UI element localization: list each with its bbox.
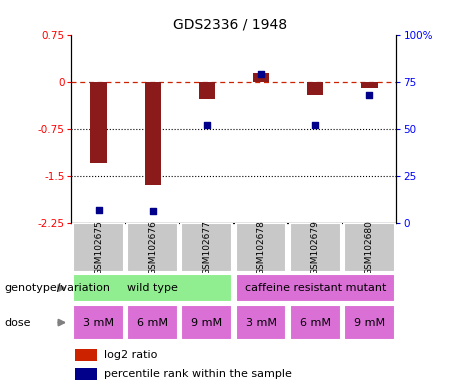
Text: GSM102677: GSM102677 <box>202 220 212 275</box>
Bar <box>127 305 178 340</box>
Bar <box>236 305 286 340</box>
Bar <box>290 305 341 340</box>
Point <box>149 209 156 215</box>
Text: log2 ratio: log2 ratio <box>104 350 157 360</box>
Bar <box>307 82 323 95</box>
Bar <box>182 223 232 272</box>
Point <box>203 122 211 128</box>
Text: 9 mM: 9 mM <box>354 318 385 328</box>
Text: GDS2336 / 1948: GDS2336 / 1948 <box>173 17 288 31</box>
Text: dose: dose <box>5 318 31 328</box>
Text: genotype/variation: genotype/variation <box>5 283 111 293</box>
Text: GSM102678: GSM102678 <box>256 220 266 275</box>
Bar <box>253 73 269 82</box>
Text: 6 mM: 6 mM <box>137 318 168 328</box>
Text: 9 mM: 9 mM <box>191 318 223 328</box>
Text: 3 mM: 3 mM <box>246 318 277 328</box>
Bar <box>127 223 178 272</box>
Text: GSM102676: GSM102676 <box>148 220 157 275</box>
Bar <box>236 274 395 302</box>
Bar <box>182 305 232 340</box>
Text: percentile rank within the sample: percentile rank within the sample <box>104 369 292 379</box>
Point <box>312 122 319 128</box>
Text: 3 mM: 3 mM <box>83 318 114 328</box>
Point <box>95 207 102 213</box>
Text: 6 mM: 6 mM <box>300 318 331 328</box>
Point <box>257 71 265 77</box>
Text: wild type: wild type <box>127 283 178 293</box>
Bar <box>145 82 161 185</box>
Point <box>366 92 373 98</box>
Text: GSM102675: GSM102675 <box>94 220 103 275</box>
Bar <box>75 349 97 361</box>
Bar <box>236 223 286 272</box>
Bar <box>290 223 341 272</box>
Bar <box>75 368 97 380</box>
Bar <box>90 82 106 163</box>
Text: caffeine resistant mutant: caffeine resistant mutant <box>244 283 386 293</box>
Bar <box>344 223 395 272</box>
Text: GSM102680: GSM102680 <box>365 220 374 275</box>
Bar <box>73 223 124 272</box>
Bar <box>344 305 395 340</box>
Bar <box>73 305 124 340</box>
Bar <box>73 274 232 302</box>
Bar <box>361 82 378 88</box>
Bar <box>199 82 215 99</box>
Text: GSM102679: GSM102679 <box>311 220 320 275</box>
